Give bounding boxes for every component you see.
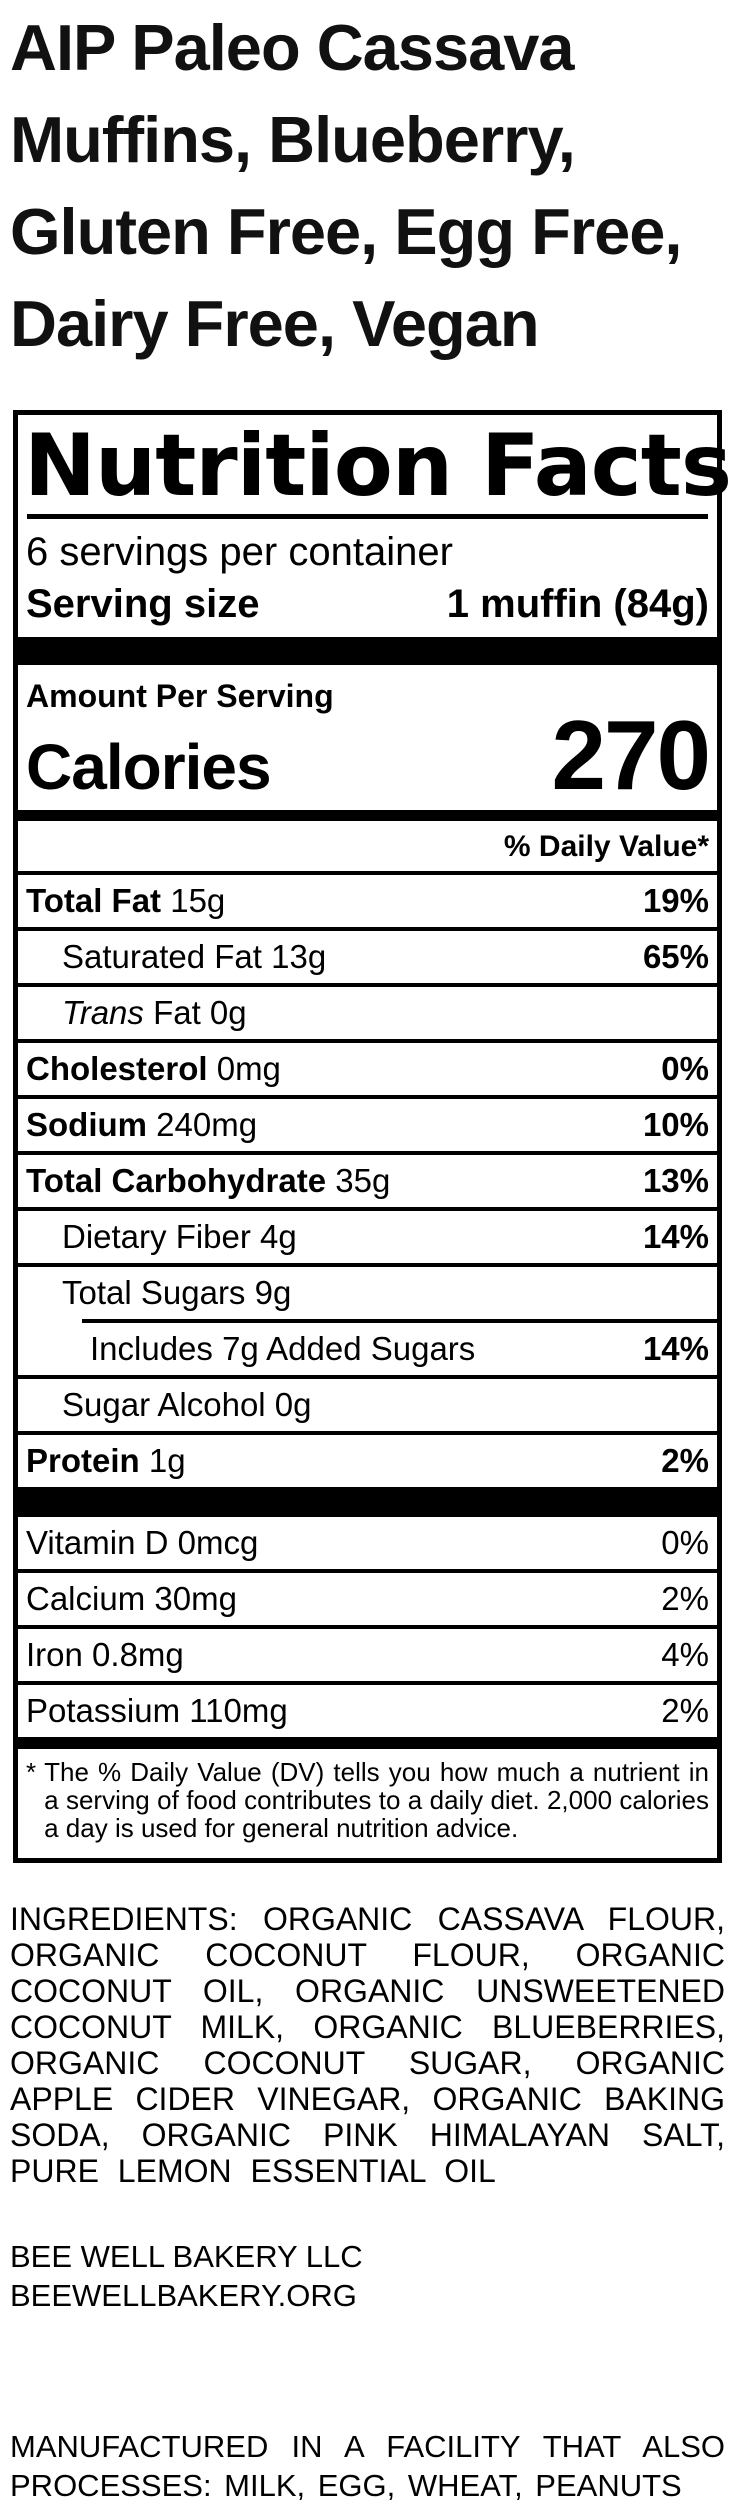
nutrient-name-amount: Saturated Fat 13g	[62, 938, 327, 975]
nutrition-facts-header: Nutrition Facts	[24, 416, 732, 516]
vitamin-row: Iron 0.8mg 4%	[18, 1625, 717, 1681]
manufacturer-website: BEEWELLBAKERY.ORG	[10, 2278, 357, 2313]
nutrient-name-amount: Sugar Alcohol 0g	[62, 1386, 312, 1423]
nutrient-row: Sodium 240mg 10%	[18, 1095, 717, 1151]
footnote-text: The % Daily Value (DV) tells you how muc…	[44, 1757, 709, 1843]
nutrient-name-amount: Potassium 110mg	[26, 1692, 288, 1729]
daily-value-header: % Daily Value*	[503, 830, 709, 863]
nutrition-facts-panel: Nutrition Facts 6 servings per container…	[13, 410, 732, 1863]
product-title: AIP Paleo Cassava Muffins, Blueberry, Gl…	[10, 11, 682, 360]
manufacturer-block: BEE WELL BAKERY LLC BEEWELLBAKERY.ORG	[10, 2237, 725, 2315]
nutrient-name-amount: Trans Fat 0g	[62, 994, 247, 1031]
manufacturer-name: BEE WELL BAKERY LLC	[10, 2239, 363, 2274]
vitamin-row: Calcium 30mg 2%	[18, 1569, 717, 1625]
daily-value-percent: 10%	[642, 1106, 709, 1143]
daily-value-percent: 2%	[661, 1692, 709, 1729]
calories-label: Calories	[26, 731, 272, 803]
medium-divider-calories	[18, 810, 717, 821]
daily-value-footnote: * The % Daily Value (DV) tells you how m…	[18, 1749, 717, 1858]
nutrient-name-amount: Includes 7g Added Sugars	[90, 1330, 476, 1367]
nutrient-row: Saturated Fat 13g 65%	[18, 927, 717, 983]
nutrient-name-amount: Protein 1g	[26, 1442, 186, 1479]
daily-value-percent: 19%	[642, 882, 709, 919]
amount-per-serving-label: Amount Per Serving	[26, 678, 334, 714]
daily-value-percent: 0%	[661, 1050, 709, 1087]
nutrient-row: Dietary Fiber 4g 14%	[18, 1207, 717, 1263]
nutrient-name-amount: Total Sugars 9g	[62, 1274, 292, 1311]
thick-divider-serving	[18, 637, 717, 665]
nutrient-row: Total Fat 15g 19%	[18, 871, 717, 927]
header-divider	[27, 514, 708, 519]
nutrient-name-amount: Total Fat 15g	[26, 882, 226, 919]
calories-row: Calories 270	[18, 700, 717, 810]
daily-value-percent: 0%	[661, 1524, 709, 1561]
nutrient-row: Total Sugars 9g	[18, 1263, 717, 1319]
nutrient-row: Sugar Alcohol 0g	[18, 1375, 717, 1431]
footnote-asterisk: *	[26, 1757, 37, 1787]
ingredients-statement: INGREDIENTS: ORGANIC CASSAVA FLOUR, ORGA…	[10, 1901, 725, 2189]
nutrient-name-amount: Sodium 240mg	[26, 1106, 258, 1143]
nutrient-name-amount: Total Carbohydrate 35g	[26, 1162, 391, 1199]
daily-value-percent: 4%	[661, 1636, 709, 1673]
nutrient-name-amount: Dietary Fiber 4g	[62, 1218, 297, 1255]
nutrient-name-amount: Calcium 30mg	[26, 1580, 237, 1617]
vitamin-row: Vitamin D 0mcg 0%	[18, 1517, 717, 1569]
nutrient-row: Protein 1g 2%	[18, 1431, 717, 1487]
daily-value-percent: 14%	[642, 1330, 709, 1367]
nutrient-name-amount: Cholesterol 0mg	[26, 1050, 281, 1087]
nutrient-name-amount: Iron 0.8mg	[26, 1636, 184, 1673]
daily-value-percent: 14%	[642, 1218, 709, 1255]
thick-divider-protein	[18, 1487, 717, 1517]
calories-value: 270	[551, 700, 711, 810]
daily-value-percent: 65%	[642, 938, 709, 975]
nutrient-name-amount: Vitamin D 0mcg	[26, 1524, 259, 1561]
nutrient-row: Total Carbohydrate 35g 13%	[18, 1151, 717, 1207]
allergen-statement: MANUFACTURED IN A FACILITY THAT ALSO PRO…	[10, 2429, 725, 2503]
daily-value-percent: 13%	[642, 1162, 709, 1199]
nutrient-rows: Total Fat 15g 19% Saturated Fat 13g 65% Tran…	[18, 871, 717, 1487]
serving-size-row: Serving size 1 muffin (84g)	[18, 577, 717, 637]
vitamin-mineral-rows: Vitamin D 0mcg 0% Calcium 30mg 2% Iron 0.8mg…	[18, 1517, 717, 1737]
nutrient-row: Cholesterol 0mg 0%	[18, 1039, 717, 1095]
serving-size-value: 1 muffin (84g)	[446, 582, 709, 626]
servings-per-container: 6 servings per container	[26, 530, 453, 574]
nutrient-row: Trans Fat 0g	[18, 983, 717, 1039]
daily-value-percent: 2%	[661, 1442, 709, 1479]
daily-value-percent: 2%	[661, 1580, 709, 1617]
nutrient-row: Includes 7g Added Sugars 14%	[82, 1319, 717, 1375]
medium-divider-footnote	[18, 1737, 717, 1749]
vitamin-row: Potassium 110mg 2%	[18, 1681, 717, 1737]
serving-size-label: Serving size	[26, 582, 260, 626]
